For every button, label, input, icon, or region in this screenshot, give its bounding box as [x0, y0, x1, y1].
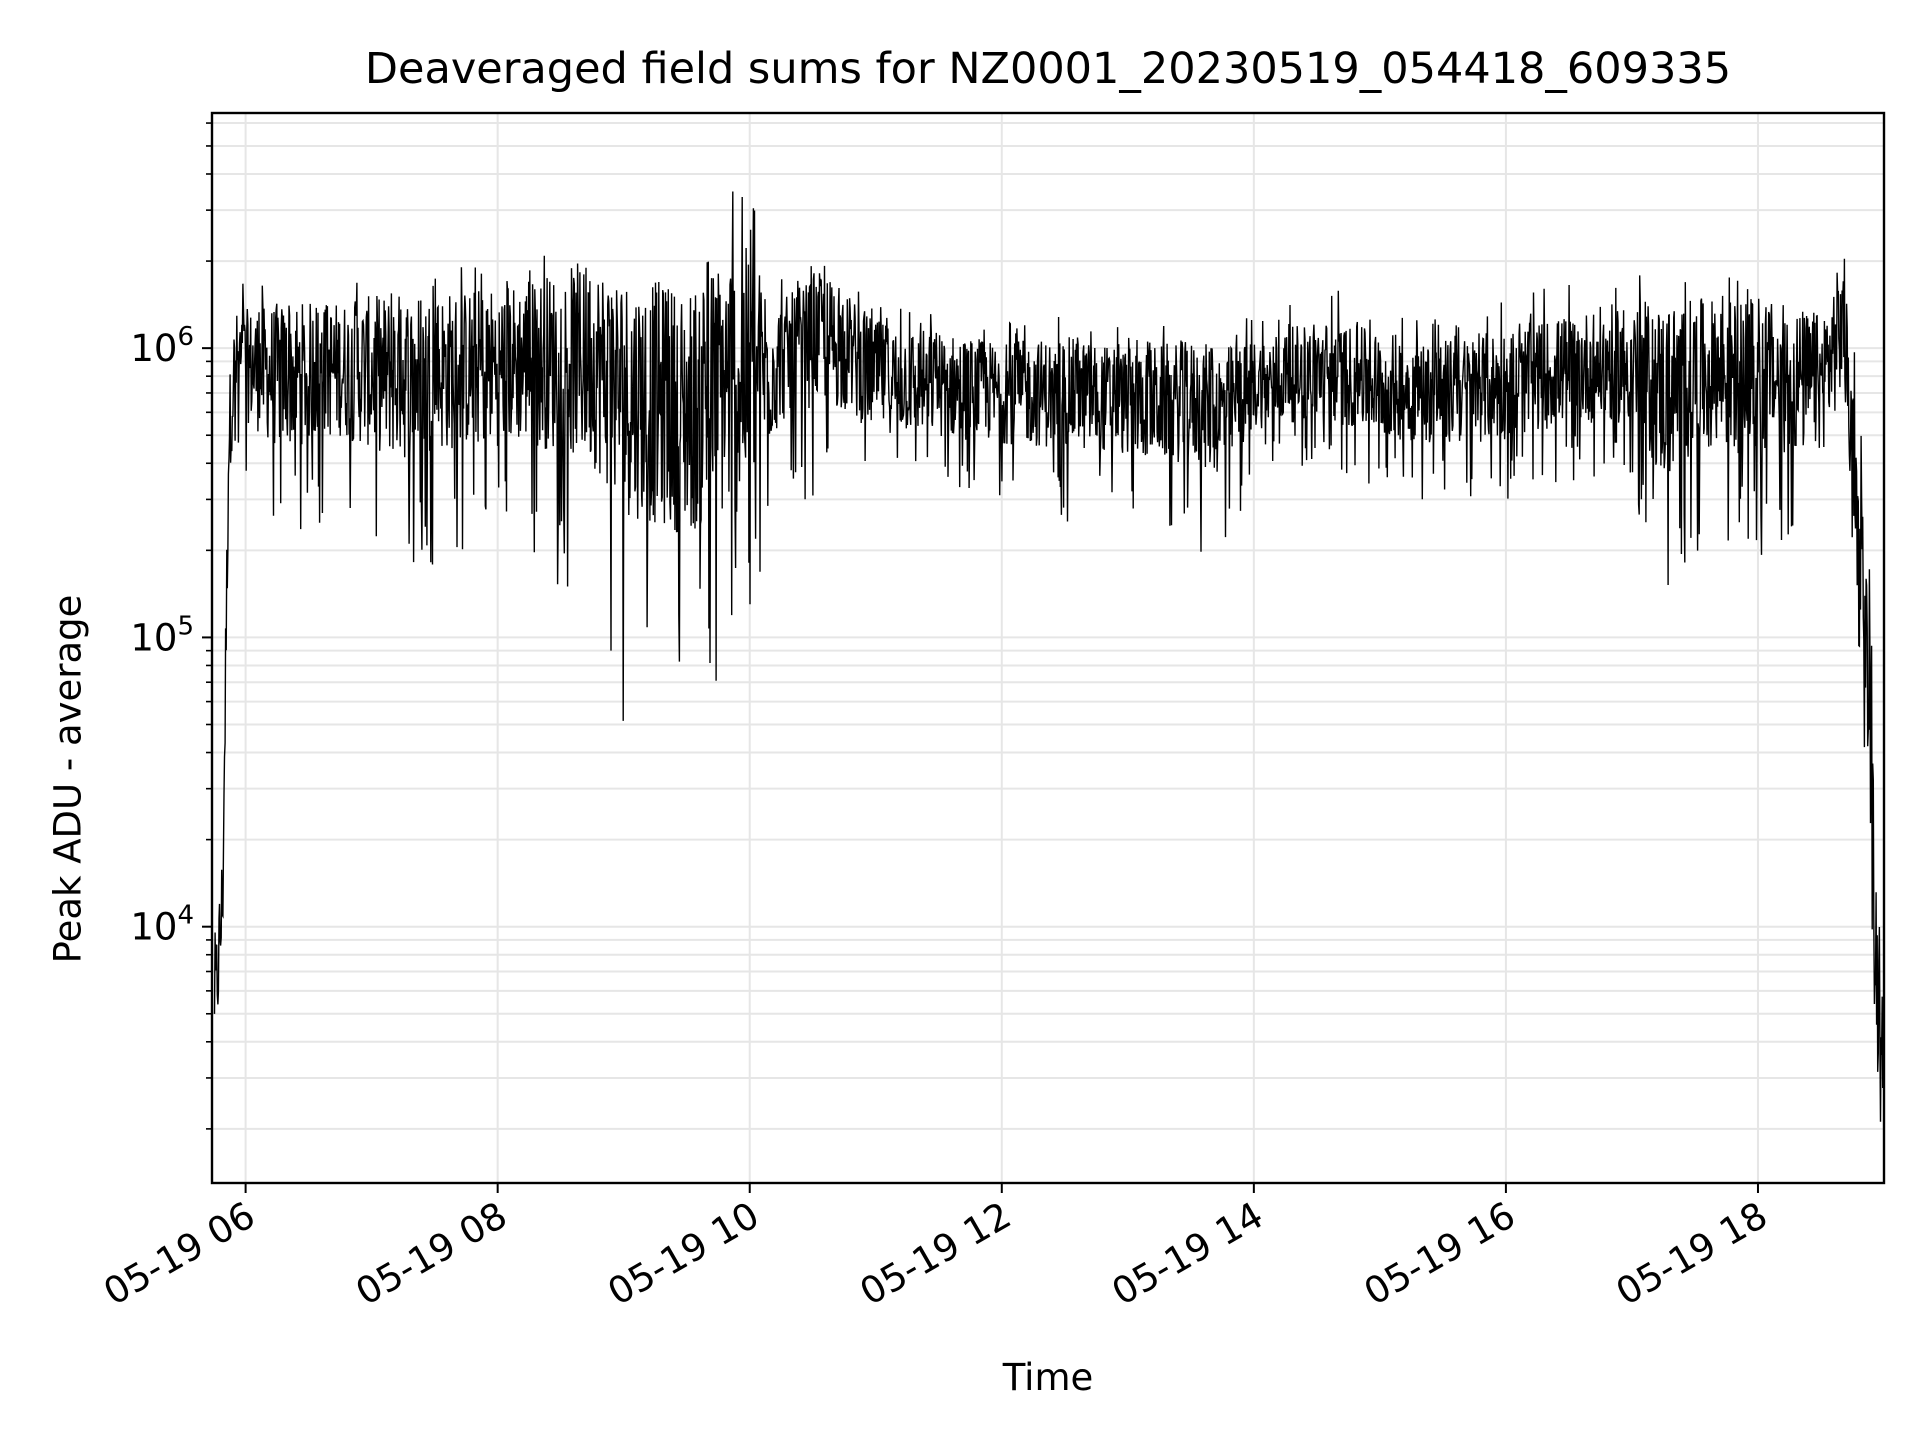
y-tick-label: 104	[130, 901, 194, 949]
x-tick-label: 05-19 10	[601, 1194, 767, 1314]
x-tick-label: 05-19 16	[1357, 1194, 1523, 1314]
y-tick-label: 106	[130, 322, 194, 370]
series-line	[213, 191, 1884, 1122]
y-axis-label: Peak ADU - average	[46, 594, 90, 964]
plot-frame	[210, 111, 1886, 1185]
y-tick-label: 105	[130, 611, 194, 659]
grid	[212, 113, 1884, 1183]
x-tick-label: 05-19 06	[97, 1194, 263, 1314]
x-tick-label: 05-19 14	[1105, 1194, 1271, 1314]
x-tick-label: 05-19 12	[853, 1194, 1019, 1314]
x-tick-label: 05-19 08	[349, 1194, 515, 1314]
chart-title: Deaveraged field sums for NZ0001_2023051…	[364, 44, 1732, 94]
x-tick-label: 05-19 18	[1609, 1194, 1775, 1314]
x-axis-label: Time	[1002, 1356, 1094, 1399]
